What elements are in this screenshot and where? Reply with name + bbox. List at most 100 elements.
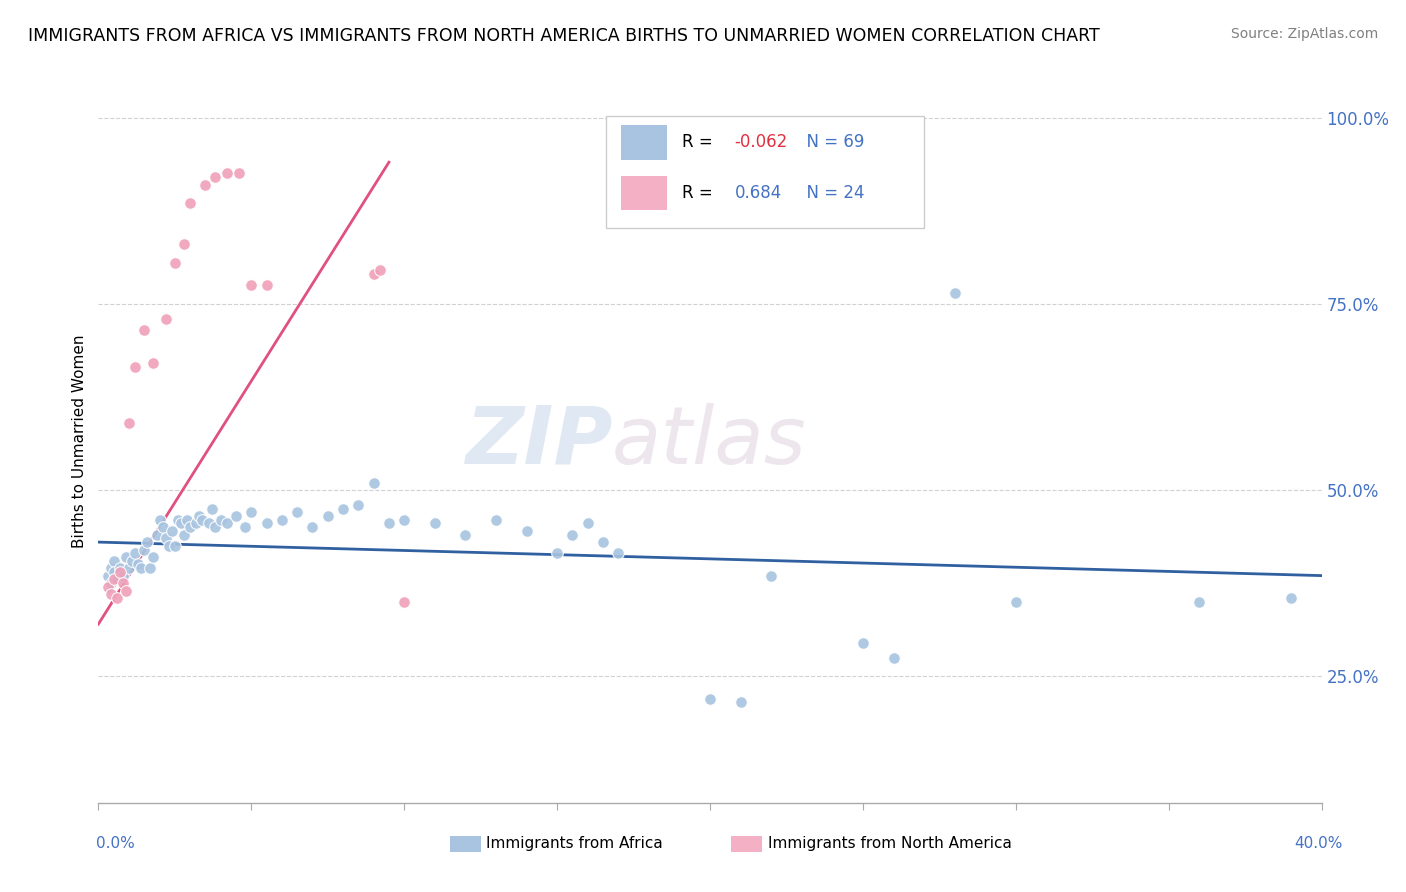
Point [392, 595, 416, 609]
Point [111, 568, 134, 582]
Point [142, 549, 165, 564]
Point [100, 576, 122, 591]
Point [883, 650, 905, 665]
Point [167, 513, 190, 527]
Point [155, 532, 177, 546]
Point [118, 561, 141, 575]
Point [139, 561, 162, 575]
Point [423, 516, 446, 531]
Point [215, 516, 238, 531]
Point [124, 359, 146, 374]
Point [179, 196, 201, 211]
Text: Source: ZipAtlas.com: Source: ZipAtlas.com [1230, 27, 1378, 41]
Point [561, 527, 583, 541]
Point [378, 516, 401, 531]
Point [108, 565, 131, 579]
Point [363, 475, 385, 490]
Point [516, 524, 538, 538]
Point [301, 520, 323, 534]
Y-axis label: Births to Unmarried Women: Births to Unmarried Women [72, 334, 87, 549]
Point [173, 237, 195, 252]
Point [163, 256, 186, 270]
Point [103, 565, 125, 579]
Point [240, 278, 263, 293]
Point [124, 546, 146, 560]
Point [108, 561, 131, 575]
Point [149, 513, 172, 527]
Point [179, 520, 201, 534]
Point [173, 527, 195, 541]
Point [129, 561, 152, 575]
Point [347, 498, 370, 512]
Point [270, 513, 292, 527]
Point [256, 516, 278, 531]
Point [142, 356, 165, 370]
Point [134, 542, 156, 557]
Point [115, 583, 138, 598]
Point [100, 587, 122, 601]
Point [576, 516, 599, 531]
Point [852, 635, 875, 649]
Point [240, 505, 263, 519]
Point [188, 509, 211, 524]
Point [194, 178, 217, 192]
Point [256, 278, 278, 293]
Point [1279, 591, 1302, 605]
Text: N = 24: N = 24 [796, 184, 865, 202]
Point [607, 546, 630, 560]
Point [100, 561, 122, 575]
Point [97, 580, 120, 594]
Point [332, 501, 354, 516]
Point [546, 546, 568, 560]
Point [200, 501, 222, 516]
Point [105, 591, 128, 605]
Point [111, 576, 134, 591]
Point [152, 520, 174, 534]
Point [485, 513, 508, 527]
Text: R =: R = [682, 134, 718, 152]
Point [392, 513, 416, 527]
Point [215, 166, 238, 180]
Point [155, 311, 177, 326]
Point [127, 558, 149, 572]
Text: 40.0%: 40.0% [1295, 837, 1343, 851]
Point [225, 509, 247, 524]
Point [759, 568, 782, 582]
Point [176, 513, 198, 527]
Text: ZIP: ZIP [465, 402, 612, 481]
Text: R =: R = [682, 184, 723, 202]
Point [136, 535, 159, 549]
Point [454, 527, 477, 541]
Point [204, 170, 226, 185]
Point [699, 691, 721, 706]
Point [233, 520, 256, 534]
Point [103, 554, 125, 568]
Point [592, 535, 614, 549]
Bar [606, 116, 924, 228]
Text: Immigrants from North America: Immigrants from North America [768, 837, 1011, 851]
Point [115, 549, 138, 564]
Point [1188, 595, 1211, 609]
Bar [620, 125, 668, 160]
Point [363, 267, 385, 281]
Point [163, 539, 186, 553]
Point [157, 539, 180, 553]
Point [97, 568, 120, 582]
Text: Immigrants from Africa: Immigrants from Africa [486, 837, 664, 851]
Bar [620, 176, 668, 211]
Text: IMMIGRANTS FROM AFRICA VS IMMIGRANTS FROM NORTH AMERICA BIRTHS TO UNMARRIED WOME: IMMIGRANTS FROM AFRICA VS IMMIGRANTS FRO… [28, 27, 1099, 45]
Text: atlas: atlas [612, 402, 807, 481]
Point [368, 263, 391, 277]
Point [118, 416, 141, 430]
Text: -0.062: -0.062 [734, 134, 787, 152]
Text: 0.684: 0.684 [734, 184, 782, 202]
Text: 0.0%: 0.0% [96, 837, 135, 851]
Point [1004, 595, 1026, 609]
Point [170, 516, 193, 531]
Point [285, 505, 308, 519]
Point [316, 509, 339, 524]
Point [145, 527, 167, 541]
Point [197, 516, 219, 531]
Point [160, 524, 183, 538]
Point [105, 572, 128, 586]
